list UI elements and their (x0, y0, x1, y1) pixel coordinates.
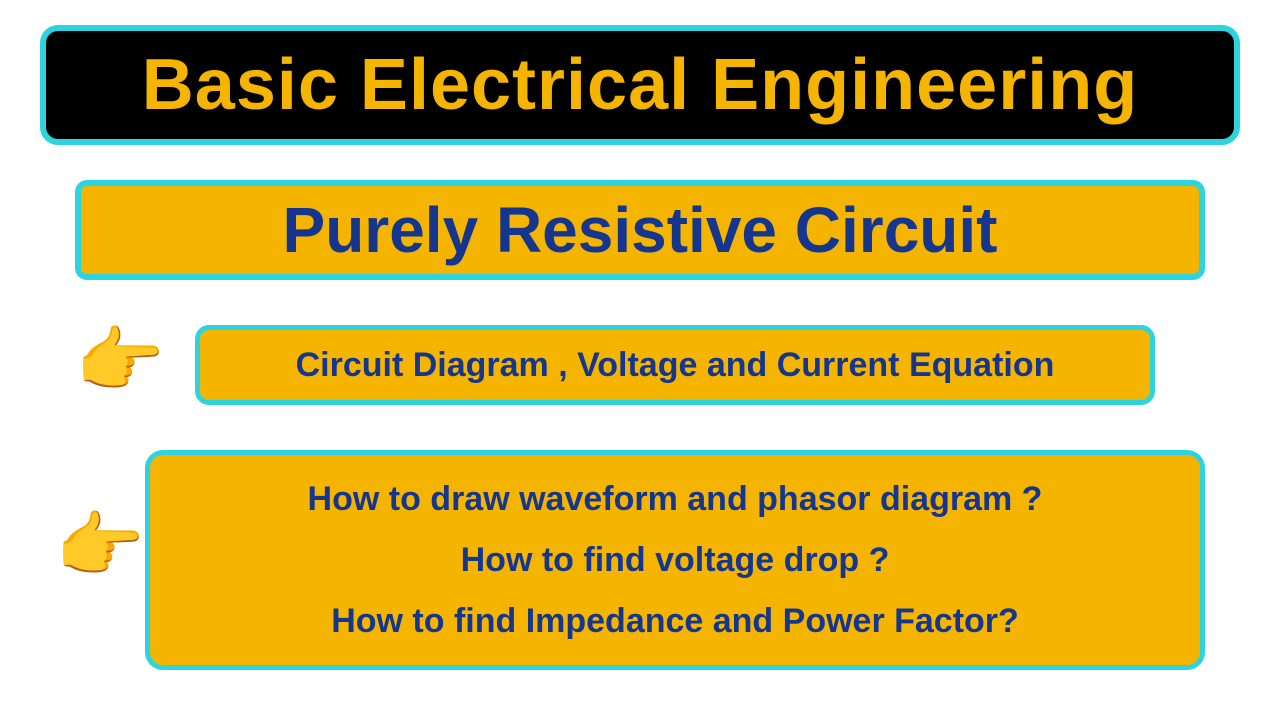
question-line: How to find Impedance and Power Factor? (331, 602, 1019, 641)
topic-text: Circuit Diagram , Voltage and Current Eq… (296, 346, 1055, 385)
subtitle-bar: Purely Resistive Circuit (75, 180, 1205, 280)
pointer-icon: 👉 (75, 325, 165, 397)
questions-bar: How to draw waveform and phasor diagram … (145, 450, 1205, 670)
title-bar: Basic Electrical Engineering (40, 25, 1240, 145)
question-line: How to draw waveform and phasor diagram … (308, 480, 1043, 519)
subtitle-text: Purely Resistive Circuit (283, 193, 998, 267)
topic-bar: Circuit Diagram , Voltage and Current Eq… (195, 325, 1155, 405)
title-text: Basic Electrical Engineering (142, 44, 1138, 126)
pointer-icon: 👉 (55, 510, 145, 582)
question-line: How to find voltage drop ? (461, 541, 890, 580)
